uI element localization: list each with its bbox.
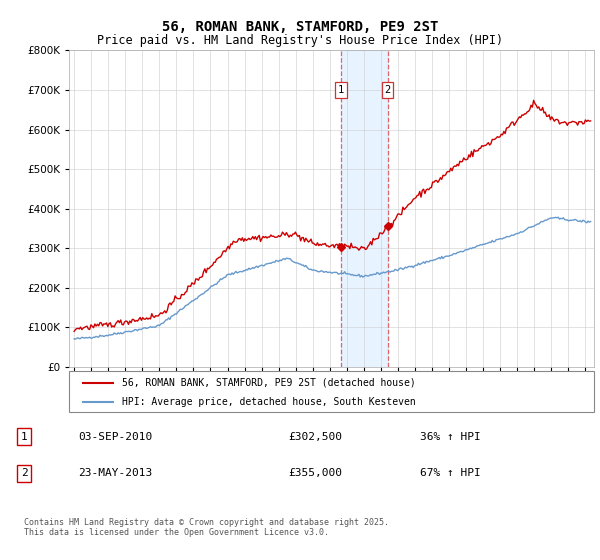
Text: HPI: Average price, detached house, South Kesteven: HPI: Average price, detached house, Sout… (121, 396, 415, 407)
Text: Price paid vs. HM Land Registry's House Price Index (HPI): Price paid vs. HM Land Registry's House … (97, 34, 503, 46)
Text: 23-MAY-2013: 23-MAY-2013 (78, 468, 152, 478)
Text: 36% ↑ HPI: 36% ↑ HPI (420, 432, 481, 442)
Text: 67% ↑ HPI: 67% ↑ HPI (420, 468, 481, 478)
Text: 2: 2 (20, 468, 28, 478)
Text: Contains HM Land Registry data © Crown copyright and database right 2025.
This d: Contains HM Land Registry data © Crown c… (24, 518, 389, 538)
Text: 2: 2 (385, 85, 391, 95)
Text: £355,000: £355,000 (288, 468, 342, 478)
Text: 56, ROMAN BANK, STAMFORD, PE9 2ST: 56, ROMAN BANK, STAMFORD, PE9 2ST (162, 20, 438, 34)
FancyBboxPatch shape (69, 371, 594, 412)
Text: 03-SEP-2010: 03-SEP-2010 (78, 432, 152, 442)
Text: 1: 1 (338, 85, 344, 95)
Text: 1: 1 (20, 432, 28, 442)
Text: £302,500: £302,500 (288, 432, 342, 442)
Bar (341, 50, 388, 367)
Text: 56, ROMAN BANK, STAMFORD, PE9 2ST (detached house): 56, ROMAN BANK, STAMFORD, PE9 2ST (detac… (121, 377, 415, 388)
